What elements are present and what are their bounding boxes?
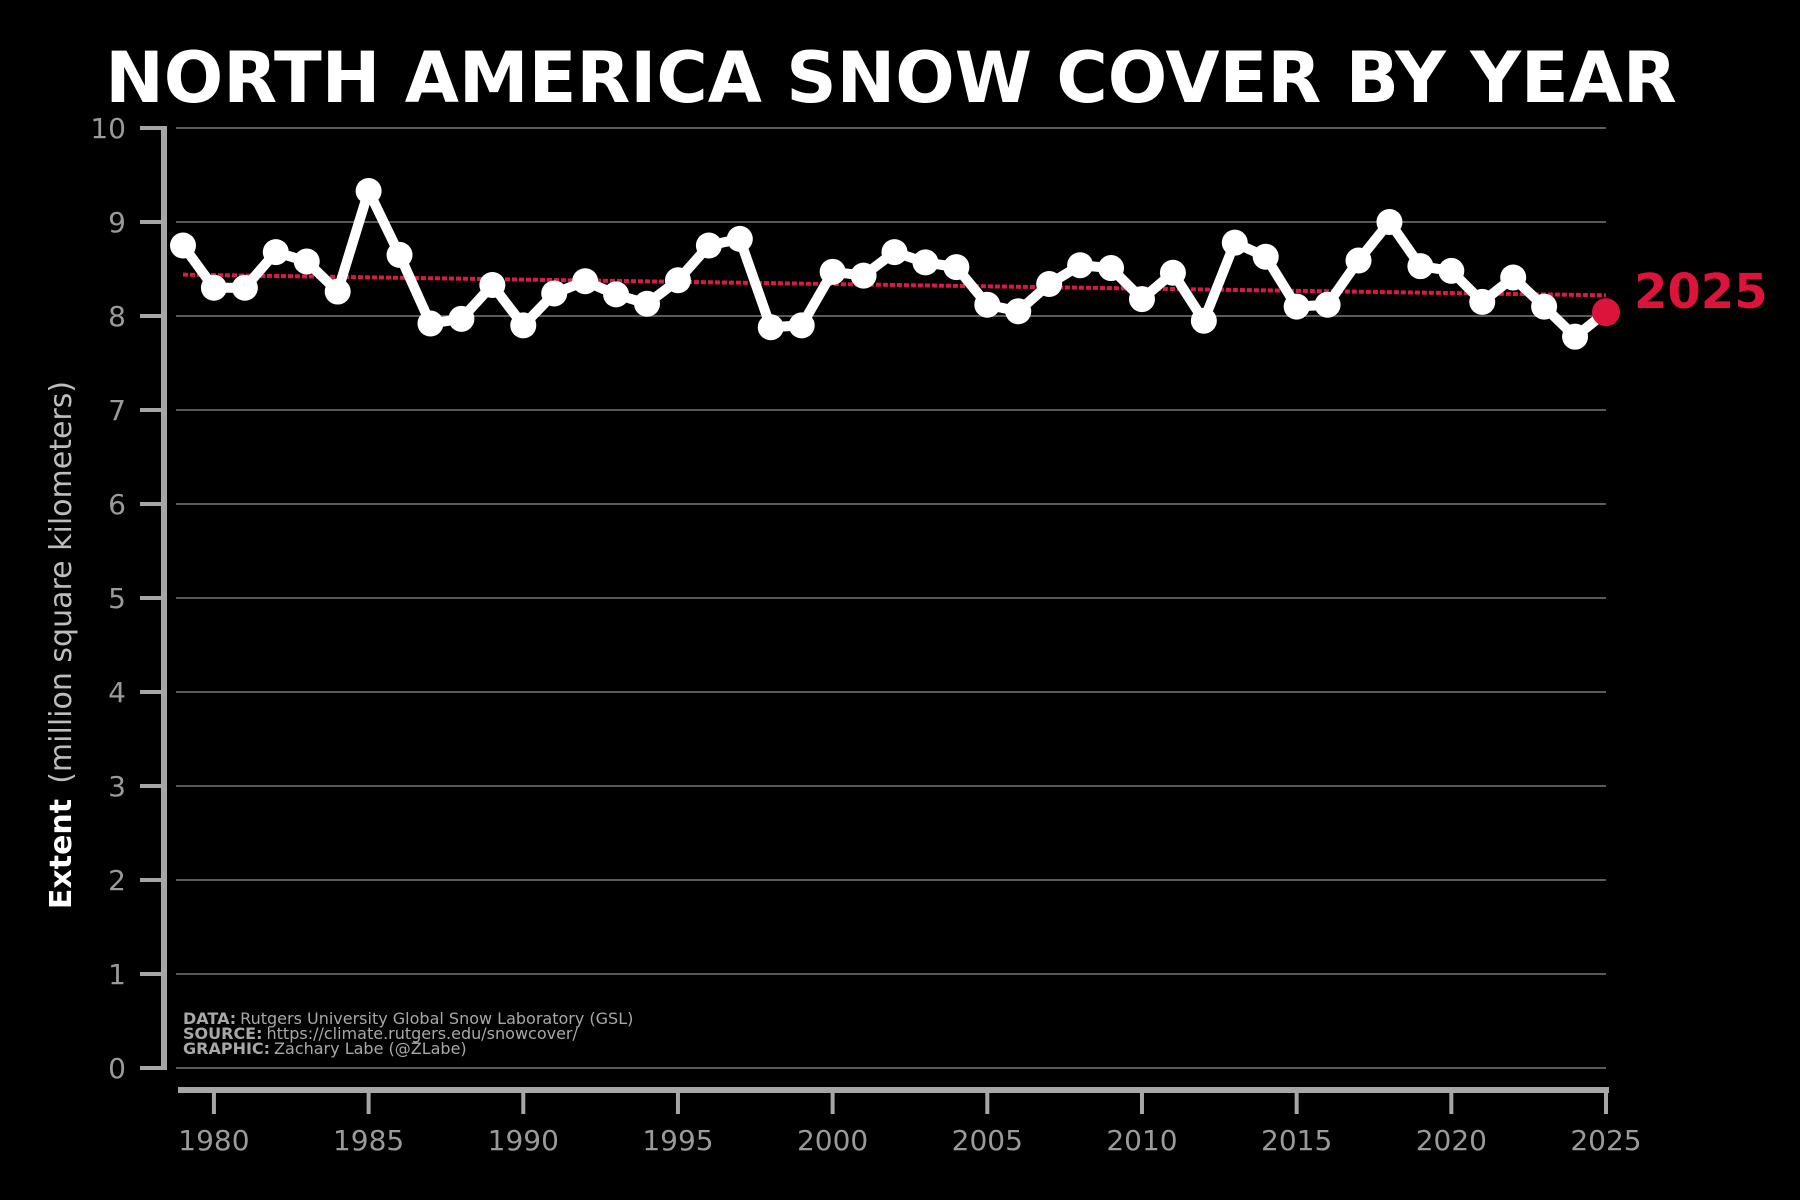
data-point-1984 xyxy=(324,278,351,305)
data-point-2021 xyxy=(1469,288,1496,315)
x-tick-label-2000: 2000 xyxy=(797,1124,868,1157)
credit-value-1: https://climate.rutgers.edu/snowcover/ xyxy=(267,1024,579,1043)
data-point-2019 xyxy=(1407,253,1434,280)
data-point-1981 xyxy=(231,274,258,301)
data-point-1996 xyxy=(695,232,722,259)
data-point-2010 xyxy=(1128,286,1155,313)
data-point-2003 xyxy=(912,249,939,276)
data-point-1987 xyxy=(417,310,444,337)
y-axis-label-units: (million square kilometers) xyxy=(44,381,79,784)
data-point-2008 xyxy=(1067,252,1094,279)
data-point-1994 xyxy=(634,290,661,317)
data-point-2002 xyxy=(881,239,908,266)
data-point-2005 xyxy=(974,291,1001,318)
y-tick-label-8: 8 xyxy=(108,300,126,333)
data-point-2017 xyxy=(1345,247,1372,274)
y-tick-label-6: 6 xyxy=(108,488,126,521)
data-point-1986 xyxy=(386,241,413,268)
data-point-1989 xyxy=(479,271,506,298)
highlight-label: 2025 xyxy=(1634,264,1768,320)
chart-title: NORTH AMERICA SNOW COVER BY YEAR xyxy=(105,37,1677,119)
highlight-group: 2025 xyxy=(1592,264,1768,327)
data-point-2013 xyxy=(1221,229,1248,256)
data-point-1983 xyxy=(293,248,320,275)
data-point-1998 xyxy=(757,314,784,341)
data-point-1997 xyxy=(726,225,753,252)
grid-lines xyxy=(176,127,1606,1069)
data-point-1992 xyxy=(572,268,599,295)
data-point-2000 xyxy=(819,258,846,285)
x-tick-label-2025: 2025 xyxy=(1570,1124,1641,1157)
y-tick-label-3: 3 xyxy=(108,770,126,803)
data-point-2007 xyxy=(1036,271,1063,298)
data-point-2016 xyxy=(1314,291,1341,318)
data-point-1990 xyxy=(510,312,537,339)
credit-line-0: DATA: Rutgers University Global Snow Labo… xyxy=(183,1009,633,1028)
trend-line-group xyxy=(182,272,1607,298)
data-point-1985 xyxy=(355,177,382,204)
y-tick-label-4: 4 xyxy=(108,676,126,709)
data-point-1988 xyxy=(448,305,475,332)
y-tick-label-7: 7 xyxy=(108,394,126,427)
y-tick-label-0: 0 xyxy=(108,1052,126,1085)
credit-key-0: DATA: xyxy=(183,1009,236,1028)
series-group xyxy=(170,177,1619,350)
credit-value-0: Rutgers University Global Snow Laborator… xyxy=(240,1009,633,1028)
trend-line xyxy=(182,272,1607,298)
credit-key-2: GRAPHIC: xyxy=(183,1039,270,1058)
y-axis-label: Extent (million square kilometers) xyxy=(44,381,79,909)
x-tick-label-1980: 1980 xyxy=(178,1124,249,1157)
data-point-1999 xyxy=(788,312,815,339)
data-point-2018 xyxy=(1376,209,1403,235)
data-point-2020 xyxy=(1438,257,1465,284)
data-point-2022 xyxy=(1500,264,1527,291)
credit-line-2: GRAPHIC: Zachary Labe (@ZLabe) xyxy=(183,1039,467,1058)
y-tick-label-5: 5 xyxy=(108,582,126,615)
data-point-1979 xyxy=(170,232,196,259)
data-point-1980 xyxy=(200,274,227,301)
data-point-2011 xyxy=(1159,259,1186,286)
data-point-1995 xyxy=(664,267,691,294)
data-point-1993 xyxy=(603,281,630,308)
credit-line-1: SOURCE: https://climate.rutgers.edu/snowc… xyxy=(183,1024,579,1043)
credit-value-2: Zachary Labe (@ZLabe) xyxy=(274,1039,467,1058)
data-point-2012 xyxy=(1190,307,1217,334)
y-axis-label-text: Extent (million square kilometers) xyxy=(44,381,79,909)
credit-key-1: SOURCE: xyxy=(183,1024,263,1043)
data-point-1982 xyxy=(262,239,289,266)
x-tick-label-2015: 2015 xyxy=(1261,1124,1332,1157)
y-tick-label-10: 10 xyxy=(90,112,126,145)
x-tick-label-2010: 2010 xyxy=(1106,1124,1177,1157)
x-tick-label-1995: 1995 xyxy=(642,1124,713,1157)
x-tick-label-1985: 1985 xyxy=(333,1124,404,1157)
y-axis-label-bold: Extent xyxy=(44,799,79,909)
x-tick-label-2020: 2020 xyxy=(1416,1124,1487,1157)
data-point-2001 xyxy=(850,262,877,289)
data-point-2014 xyxy=(1252,243,1279,270)
data-point-1991 xyxy=(541,280,568,307)
y-tick-label-2: 2 xyxy=(108,864,126,897)
data-point-2009 xyxy=(1098,255,1125,282)
x-tick-label-2005: 2005 xyxy=(952,1124,1023,1157)
credits: DATA: Rutgers University Global Snow Labo… xyxy=(183,1009,633,1058)
y-tick-label-9: 9 xyxy=(108,206,126,239)
x-tick-label-1990: 1990 xyxy=(488,1124,559,1157)
data-point-2004 xyxy=(943,254,970,281)
y-tick-label-1: 1 xyxy=(108,958,126,991)
data-point-2015 xyxy=(1283,293,1310,320)
data-point-2023 xyxy=(1531,293,1558,320)
highlight-point xyxy=(1592,298,1620,327)
data-point-2024 xyxy=(1562,323,1589,350)
axes: 0 1 2 3 4 5 6 7 8 9 10 1980 1985 1990 1995 2000 2005 2010… xyxy=(90,112,1641,1157)
data-point-2006 xyxy=(1005,298,1032,325)
